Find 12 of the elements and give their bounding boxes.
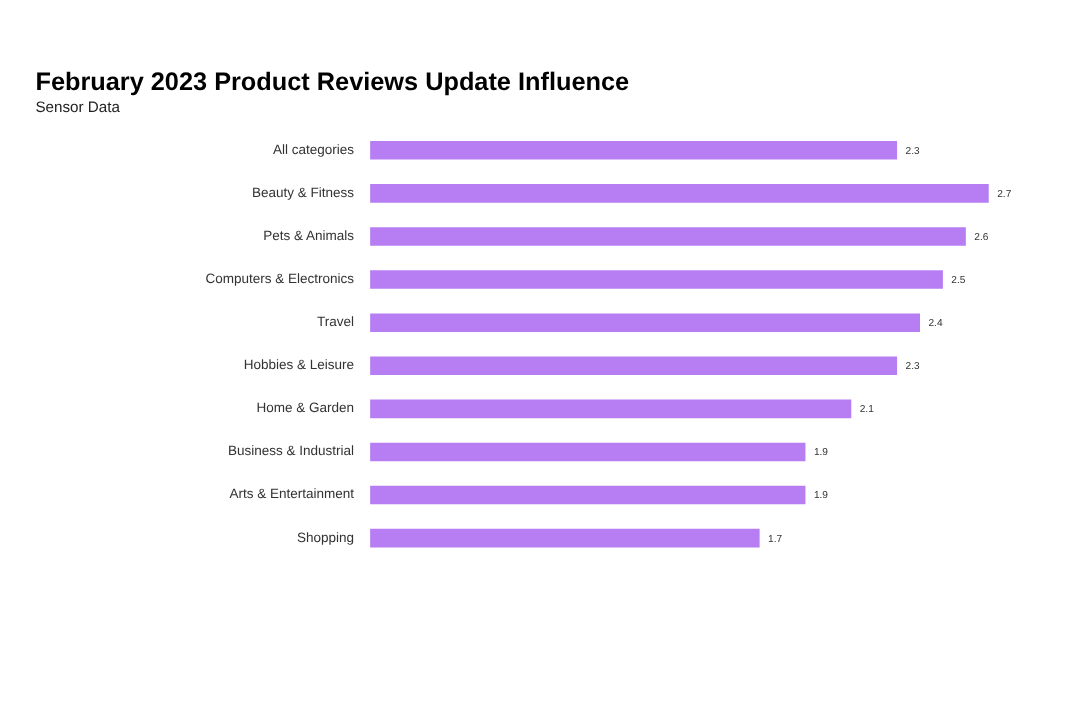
bar [370,140,898,160]
bar [370,184,989,203]
bar [370,528,760,548]
bar [370,227,966,246]
bar [370,399,852,419]
bar [370,356,898,376]
text: Sensor Data [35,97,122,116]
chart-title: February 2023 Product Reviews Update Influence [35,67,630,96]
bar [370,270,943,289]
bar [370,442,806,462]
bar [370,485,806,505]
bar [370,313,920,332]
